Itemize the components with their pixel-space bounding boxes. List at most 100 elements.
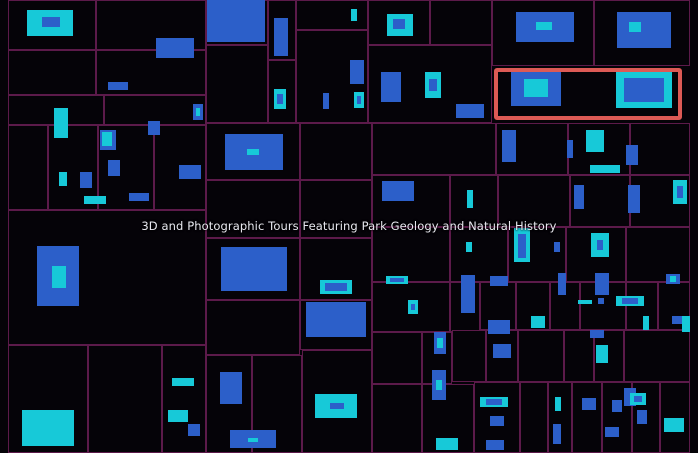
treemap-cell[interactable] xyxy=(206,45,268,123)
thumbnail-tile[interactable] xyxy=(274,18,288,56)
treemap-cell[interactable] xyxy=(206,300,300,355)
treemap-cell[interactable] xyxy=(104,95,206,125)
thumbnail-tile[interactable] xyxy=(490,276,508,286)
thumbnail-tile[interactable] xyxy=(672,316,686,324)
thumbnail-tile[interactable] xyxy=(586,130,604,152)
thumbnail-tile[interactable] xyxy=(467,190,473,208)
treemap-cell[interactable] xyxy=(594,0,690,66)
treemap-cell[interactable] xyxy=(296,0,368,30)
thumbnail-tile[interactable] xyxy=(605,427,619,437)
thumbnail-tile[interactable] xyxy=(382,181,414,201)
thumbnail-tile[interactable] xyxy=(518,234,526,258)
thumbnail-tile[interactable] xyxy=(54,108,68,138)
selected-thumbnail-tile[interactable] xyxy=(524,79,548,97)
thumbnail-tile[interactable] xyxy=(84,196,106,204)
thumbnail-tile[interactable] xyxy=(350,60,364,84)
thumbnail-tile[interactable] xyxy=(555,397,561,411)
treemap-cell[interactable] xyxy=(372,332,422,384)
treemap-cell[interactable] xyxy=(450,175,498,227)
thumbnail-tile[interactable] xyxy=(486,440,504,450)
thumbnail-tile[interactable] xyxy=(108,160,120,176)
treemap-cell[interactable] xyxy=(372,123,496,175)
thumbnail-tile[interactable] xyxy=(670,276,676,282)
thumbnail-tile[interactable] xyxy=(108,82,128,90)
thumbnail-tile[interactable] xyxy=(129,193,149,201)
treemap-cell[interactable] xyxy=(626,282,658,330)
treemap-cell[interactable] xyxy=(518,330,564,382)
treemap-cell[interactable] xyxy=(8,50,96,95)
treemap-cell[interactable] xyxy=(300,180,372,238)
thumbnail-tile[interactable] xyxy=(52,266,66,288)
thumbnail-tile[interactable] xyxy=(59,172,67,186)
thumbnail-tile[interactable] xyxy=(488,320,510,334)
thumbnail-tile[interactable] xyxy=(381,72,401,102)
thumbnail-tile[interactable] xyxy=(102,132,112,146)
treemap-cell[interactable] xyxy=(660,382,690,453)
treemap-cell[interactable] xyxy=(450,227,508,282)
thumbnail-tile[interactable] xyxy=(148,121,160,135)
thumbnail-tile[interactable] xyxy=(531,316,545,328)
thumbnail-tile[interactable] xyxy=(590,330,604,338)
thumbnail-tile[interactable] xyxy=(277,94,283,104)
thumbnail-tile[interactable] xyxy=(490,416,504,426)
treemap-cell[interactable] xyxy=(572,382,602,453)
treemap-cell[interactable] xyxy=(300,123,372,180)
treemap-cell[interactable] xyxy=(624,330,690,382)
thumbnail-tile[interactable] xyxy=(172,378,194,386)
thumbnail-tile[interactable] xyxy=(207,0,265,42)
thumbnail-tile[interactable] xyxy=(574,185,584,209)
thumbnail-tile[interactable] xyxy=(436,438,458,450)
thumbnail-tile[interactable] xyxy=(247,149,259,155)
thumbnail-tile[interactable] xyxy=(590,165,620,173)
thumbnail-tile[interactable] xyxy=(567,140,573,158)
thumbnail-tile[interactable] xyxy=(179,165,201,179)
thumbnail-tile[interactable] xyxy=(22,410,74,446)
thumbnail-tile[interactable] xyxy=(351,9,357,21)
thumbnail-tile[interactable] xyxy=(617,12,671,48)
thumbnail-tile[interactable] xyxy=(80,172,92,188)
thumbnail-tile[interactable] xyxy=(486,399,502,405)
thumbnail-tile[interactable] xyxy=(390,278,404,282)
thumbnail-tile[interactable] xyxy=(554,242,560,252)
thumbnail-tile[interactable] xyxy=(393,19,405,29)
thumbnail-tile[interactable] xyxy=(629,22,641,32)
thumbnail-tile[interactable] xyxy=(411,304,415,310)
thumbnail-tile[interactable] xyxy=(536,22,552,30)
thumbnail-tile[interactable] xyxy=(437,338,443,348)
thumbnail-tile[interactable] xyxy=(330,403,344,409)
thumbnail-tile[interactable] xyxy=(325,283,347,291)
thumbnail-tile[interactable] xyxy=(220,372,242,404)
thumbnail-tile[interactable] xyxy=(42,17,60,27)
treemap-cell[interactable] xyxy=(162,345,206,453)
treemap-cell[interactable] xyxy=(372,227,450,282)
thumbnail-tile[interactable] xyxy=(595,273,609,295)
thumbnail-tile[interactable] xyxy=(622,298,638,304)
treemap-cell[interactable] xyxy=(520,382,548,453)
thumbnail-tile[interactable] xyxy=(168,410,188,422)
thumbnail-tile[interactable] xyxy=(221,247,287,291)
treemap-cell[interactable] xyxy=(564,330,594,382)
thumbnail-tile[interactable] xyxy=(553,424,561,444)
thumbnail-tile[interactable] xyxy=(578,300,592,304)
treemap-cell[interactable] xyxy=(206,180,300,238)
thumbnail-tile[interactable] xyxy=(429,79,437,91)
thumbnail-tile[interactable] xyxy=(461,275,475,313)
thumbnail-tile[interactable] xyxy=(664,418,684,432)
thumbnail-tile[interactable] xyxy=(502,130,516,162)
thumbnail-tile[interactable] xyxy=(597,240,603,250)
thumbnail-tile[interactable] xyxy=(612,400,622,412)
thumbnail-tile[interactable] xyxy=(677,186,683,198)
thumbnail-tile[interactable] xyxy=(626,145,638,165)
treemap-cell[interactable] xyxy=(452,330,486,382)
thumbnail-tile[interactable] xyxy=(598,298,604,304)
treemap-cell[interactable] xyxy=(630,123,690,175)
thumbnail-tile[interactable] xyxy=(596,345,608,363)
thumbnail-tile[interactable] xyxy=(493,344,511,358)
thumbnail-tile[interactable] xyxy=(196,108,200,116)
thumbnail-tile[interactable] xyxy=(323,93,329,109)
selected-thumbnail-tile[interactable] xyxy=(624,78,664,102)
treemap-cell[interactable] xyxy=(498,175,570,227)
thumbnail-tile[interactable] xyxy=(248,438,258,442)
treemap-cell[interactable] xyxy=(88,345,162,453)
treemap-cell[interactable] xyxy=(430,0,492,45)
